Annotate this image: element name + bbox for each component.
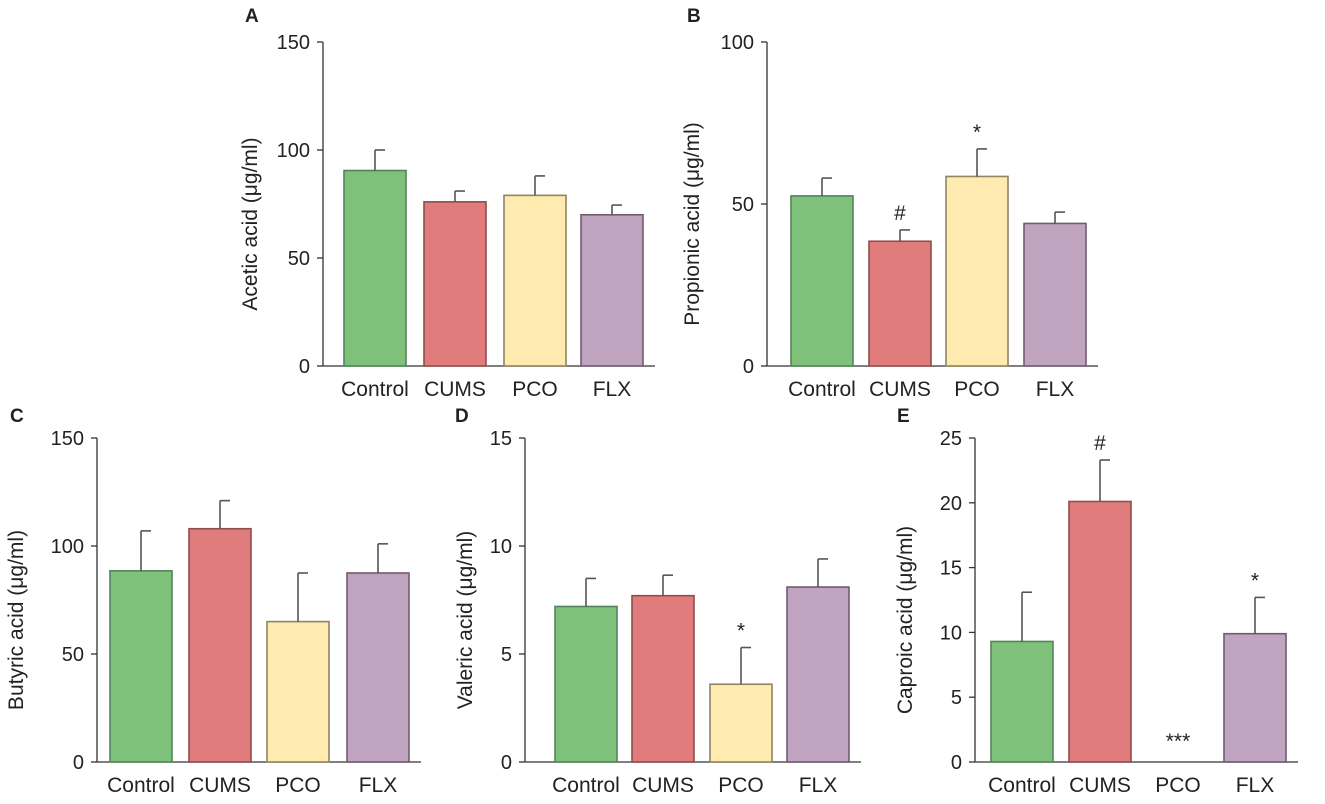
panel-a-ytick-label: 0 (299, 356, 310, 378)
panel-c-category-label: Control (107, 774, 175, 797)
panel-a-category-label: Control (341, 378, 409, 401)
panel-a-letter: A (245, 6, 259, 27)
panel-e-significance-pco: *** (1166, 730, 1191, 753)
panel-a-category-label: FLX (593, 378, 632, 401)
panel-c-ytick-label: 100 (51, 536, 84, 558)
panel-c-ytick-label: 0 (73, 752, 84, 774)
panel-d-ytick-label: 10 (490, 536, 512, 558)
panel-d-category-label: CUMS (632, 774, 694, 797)
panel-b-category-label: FLX (1036, 378, 1075, 401)
panel-e-ytick-label: 5 (951, 687, 962, 709)
panel-d-category-label: PCO (718, 774, 764, 797)
panel-a-bar-cums (423, 201, 487, 367)
panel-a-ytick-label: 50 (288, 248, 310, 270)
panel-a-category-label: PCO (512, 378, 558, 401)
panel-e-category-label: CUMS (1069, 774, 1131, 797)
panel-e-bar-control (990, 640, 1054, 763)
panel-c-letter: C (10, 406, 24, 427)
panel-c-ylabel: Butyric acid (μg/ml) (5, 530, 28, 710)
panel-c-ytick-label: 50 (62, 644, 84, 666)
panel-c-bar-flx (346, 572, 410, 763)
panel-a-ytick-label: 150 (277, 32, 310, 54)
panel-a-ytick-label: 100 (277, 140, 310, 162)
panel-d-bar-flx (786, 586, 850, 763)
panel-d-letter: D (455, 406, 469, 427)
panel-c-category-label: PCO (275, 774, 321, 797)
panel-b-letter: B (687, 6, 701, 27)
panel-c-category-label: CUMS (189, 774, 251, 797)
panel-e-bar-cums (1068, 500, 1132, 763)
panel-c-bar-control (109, 570, 173, 763)
panel-a-ylabel: Acetic acid (μg/ml) (239, 137, 262, 310)
panel-e-letter: E (897, 406, 910, 427)
panel-d-bar-pco (709, 683, 773, 763)
panel-c-category-label: FLX (359, 774, 398, 797)
panel-b-category-label: Control (788, 378, 856, 401)
panel-b-significance-pco: * (973, 121, 981, 144)
panel-d-ytick-label: 5 (501, 644, 512, 666)
panel-b-category-label: CUMS (869, 378, 931, 401)
panel-a-bar-pco (503, 194, 567, 367)
panel-b-ytick-label: 100 (721, 32, 754, 54)
panel-a-bar-control (343, 169, 407, 367)
panel-e-category-label: FLX (1236, 774, 1275, 797)
panel-d-ytick-label: 0 (501, 752, 512, 774)
panel-d-bar-control (554, 605, 618, 763)
panel-e-significance-flx: * (1251, 569, 1259, 592)
panel-b-significance-cums: # (894, 202, 906, 225)
panel-a-category-label: CUMS (424, 378, 486, 401)
panel-d-significance-pco: * (737, 620, 745, 643)
panel-d-ytick-label: 15 (490, 428, 512, 450)
panel-c-bar-pco (266, 620, 330, 763)
panel-a-bar-flx (580, 214, 644, 367)
panel-e-category-label: Control (988, 774, 1056, 797)
panel-e-ytick-label: 15 (940, 558, 962, 580)
panel-b-ytick-label: 0 (743, 356, 754, 378)
panel-d-ylabel: Valeric acid (μg/ml) (454, 531, 477, 710)
panel-e-bar-flx (1223, 632, 1287, 763)
panel-b-bar-control (790, 195, 854, 367)
panel-e-category-label: PCO (1155, 774, 1201, 797)
panel-e-ylabel: Caproic acid (μg/ml) (894, 526, 917, 714)
panel-c-ytick-label: 150 (51, 428, 84, 450)
panel-e-ytick-label: 10 (940, 622, 962, 644)
panel-b-category-label: PCO (954, 378, 1000, 401)
panel-d-category-label: Control (552, 774, 620, 797)
panel-b-bar-flx (1023, 222, 1087, 367)
panel-d-category-label: FLX (799, 774, 838, 797)
panel-b-ylabel: Propionic acid (μg/ml) (681, 122, 704, 326)
panel-e-ytick-label: 0 (951, 752, 962, 774)
panel-c-bar-cums (188, 527, 252, 763)
panel-e-significance-cums: # (1094, 432, 1106, 455)
panel-b-bar-cums (868, 240, 932, 367)
panel-b-bar-pco (945, 175, 1009, 367)
panel-d-bar-cums (631, 594, 695, 763)
panel-e-ytick-label: 20 (940, 493, 962, 515)
panel-b-ytick-label: 50 (732, 194, 754, 216)
panel-e-ytick-label: 25 (940, 428, 962, 450)
